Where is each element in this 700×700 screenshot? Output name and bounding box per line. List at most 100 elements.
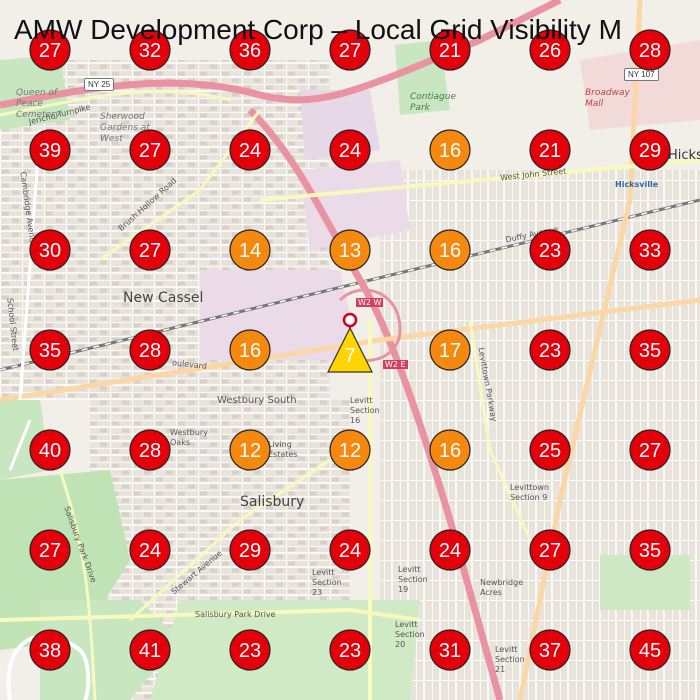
grid-marker-circle bbox=[229, 429, 271, 471]
grid-marker-value: 30 bbox=[39, 240, 61, 262]
grid-marker-r3-c7[interactable]: 33 bbox=[629, 229, 671, 271]
grid-marker-r4-c6[interactable]: 23 bbox=[529, 329, 571, 371]
grid-marker-r6-c5[interactable]: 24 bbox=[429, 529, 471, 571]
grid-marker-value: 24 bbox=[339, 140, 361, 162]
map-label-broadway-mall: Broadway Mall bbox=[585, 88, 630, 109]
grid-marker-r6-c7[interactable]: 35 bbox=[629, 529, 671, 571]
map-label-hicksville-station: Hicksville bbox=[615, 180, 659, 189]
grid-marker-value: 17 bbox=[439, 340, 461, 362]
grid-marker-r5-c3[interactable]: 12 bbox=[229, 429, 271, 471]
grid-marker-circle bbox=[529, 529, 571, 571]
grid-marker-circle bbox=[29, 629, 71, 671]
target-value: 7 bbox=[344, 345, 355, 367]
grid-marker-circle bbox=[529, 429, 571, 471]
grid-marker-value: 39 bbox=[39, 140, 61, 162]
map-label-newbridge-acres: Newbridge Acres bbox=[480, 578, 524, 597]
map-label-new-cassel: New Cassel bbox=[123, 290, 204, 306]
grid-marker-r2-c4[interactable]: 24 bbox=[329, 129, 371, 171]
grid-marker-r7-c1[interactable]: 38 bbox=[29, 629, 71, 671]
grid-marker-r5-c6[interactable]: 25 bbox=[529, 429, 571, 471]
grid-marker-value: 29 bbox=[639, 140, 661, 162]
grid-marker-r2-c5[interactable]: 16 bbox=[429, 129, 471, 171]
grid-marker-r4-c2[interactable]: 28 bbox=[129, 329, 171, 371]
grid-marker-circle bbox=[129, 129, 171, 171]
grid-marker-value: 27 bbox=[39, 40, 61, 62]
grid-marker-r1-c4[interactable]: 27 bbox=[329, 29, 371, 71]
grid-marker-r4-c5[interactable]: 17 bbox=[429, 329, 471, 371]
grid-marker-r3-c5[interactable]: 16 bbox=[429, 229, 471, 271]
grid-marker-value: 27 bbox=[139, 240, 161, 262]
grid-marker-r4-c7[interactable]: 35 bbox=[629, 329, 671, 371]
grid-marker-r2-c7[interactable]: 29 bbox=[629, 129, 671, 171]
target-location[interactable]: 7 bbox=[327, 312, 373, 373]
grid-marker-r1-c1[interactable]: 27 bbox=[29, 29, 71, 71]
grid-marker-r7-c3[interactable]: 23 bbox=[229, 629, 271, 671]
map-label-queen-of-peace: Queen of Peace Cemetery bbox=[16, 88, 61, 120]
grid-marker-value: 27 bbox=[539, 540, 561, 562]
grid-marker-value: 24 bbox=[139, 540, 161, 562]
grid-marker-r6-c4[interactable]: 24 bbox=[329, 529, 371, 571]
map-title: AMW Development Corp – Local Grid Visibi… bbox=[14, 14, 622, 45]
grid-marker-circle bbox=[429, 629, 471, 671]
map-label-contiague-park: Contiague Park bbox=[410, 92, 456, 113]
grid-marker-r5-c7[interactable]: 27 bbox=[629, 429, 671, 471]
grid-marker-r6-c2[interactable]: 24 bbox=[129, 529, 171, 571]
map-label-levitt-section-23: Levitt Section 23 bbox=[312, 568, 342, 597]
map-label-living-estates: Living Estates bbox=[268, 440, 298, 459]
highway-shield-ny25: NY 25 bbox=[84, 78, 115, 91]
grid-marker-r1-c7[interactable]: 28 bbox=[629, 29, 671, 71]
grid-marker-circle bbox=[329, 229, 371, 271]
grid-marker-value: 21 bbox=[439, 40, 461, 62]
grid-marker-r7-c5[interactable]: 31 bbox=[429, 629, 471, 671]
grid-marker-circle bbox=[629, 529, 671, 571]
grid-marker-r1-c3[interactable]: 36 bbox=[229, 29, 271, 71]
grid-marker-r4-c1[interactable]: 35 bbox=[29, 329, 71, 371]
grid-marker-value: 27 bbox=[139, 140, 161, 162]
grid-marker-r5-c2[interactable]: 28 bbox=[129, 429, 171, 471]
grid-marker-value: 12 bbox=[239, 440, 261, 462]
grid-marker-r3-c6[interactable]: 23 bbox=[529, 229, 571, 271]
grid-marker-circle bbox=[129, 329, 171, 371]
grid-marker-r3-c2[interactable]: 27 bbox=[129, 229, 171, 271]
grid-marker-r1-c5[interactable]: 21 bbox=[429, 29, 471, 71]
grid-marker-r7-c2[interactable]: 41 bbox=[129, 629, 171, 671]
grid-marker-circle bbox=[529, 129, 571, 171]
grid-marker-r1-c2[interactable]: 32 bbox=[129, 29, 171, 71]
grid-marker-r5-c5[interactable]: 16 bbox=[429, 429, 471, 471]
map-pin-icon bbox=[342, 312, 358, 328]
grid-marker-r7-c4[interactable]: 23 bbox=[329, 629, 371, 671]
grid-marker-r1-c6[interactable]: 26 bbox=[529, 29, 571, 71]
grid-marker-r6-c1[interactable]: 27 bbox=[29, 529, 71, 571]
grid-marker-r6-c3[interactable]: 29 bbox=[229, 529, 271, 571]
grid-marker-value: 16 bbox=[439, 440, 461, 462]
map-label-salisbury-park-drive: Salisbury Park Drive bbox=[195, 610, 276, 619]
grid-marker-r2-c3[interactable]: 24 bbox=[229, 129, 271, 171]
grid-marker-value: 28 bbox=[139, 340, 161, 362]
grid-marker-circle bbox=[29, 329, 71, 371]
grid-marker-r5-c4[interactable]: 12 bbox=[329, 429, 371, 471]
grid-marker-r2-c2[interactable]: 27 bbox=[129, 129, 171, 171]
grid-marker-r4-c3[interactable]: 16 bbox=[229, 329, 271, 371]
grid-marker-circle bbox=[129, 429, 171, 471]
grid-marker-circle bbox=[629, 629, 671, 671]
grid-marker-circle bbox=[529, 229, 571, 271]
grid-marker-r6-c6[interactable]: 27 bbox=[529, 529, 571, 571]
grid-marker-r7-c7[interactable]: 45 bbox=[629, 629, 671, 671]
grid-marker-value: 37 bbox=[539, 640, 561, 662]
grid-marker-r3-c4[interactable]: 13 bbox=[329, 229, 371, 271]
grid-marker-r2-c1[interactable]: 39 bbox=[29, 129, 71, 171]
grid-marker-r7-c6[interactable]: 37 bbox=[529, 629, 571, 671]
grid-marker-r3-c1[interactable]: 30 bbox=[29, 229, 71, 271]
grid-marker-circle bbox=[229, 229, 271, 271]
grid-marker-value: 16 bbox=[239, 340, 261, 362]
grid-marker-value: 38 bbox=[39, 640, 61, 662]
grid-marker-value: 24 bbox=[239, 140, 261, 162]
grid-marker-value: 23 bbox=[339, 640, 361, 662]
grid-marker-r3-c3[interactable]: 14 bbox=[229, 229, 271, 271]
grid-marker-circle bbox=[329, 429, 371, 471]
grid-marker-value: 27 bbox=[339, 40, 361, 62]
grid-marker-circle bbox=[429, 429, 471, 471]
grid-marker-r5-c1[interactable]: 40 bbox=[29, 429, 71, 471]
grid-marker-r2-c6[interactable]: 21 bbox=[529, 129, 571, 171]
grid-marker-value: 23 bbox=[539, 340, 561, 362]
